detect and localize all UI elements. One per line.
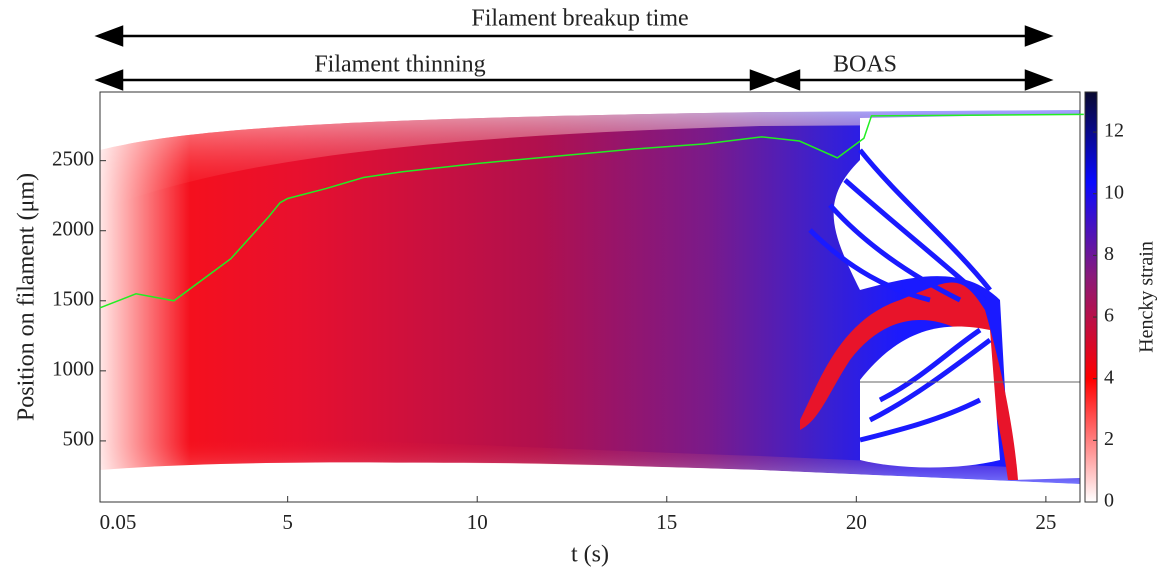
colorbar-tick-label: 6 [1104, 305, 1114, 327]
arrows [94, 25, 1054, 91]
colorbar-tick-label: 8 [1104, 243, 1114, 265]
colorbar-tick-label: 2 [1104, 428, 1114, 450]
colorbar-tick-label: 12 [1104, 120, 1124, 142]
data-line [99, 113, 1084, 309]
colorbar-label: Hencky strain [1136, 241, 1158, 353]
y-tick-label: 2000 [52, 217, 94, 241]
x-tick-label: 20 [846, 510, 867, 534]
x-axis-label: t (s) [571, 542, 609, 568]
y-tick-label: 500 [63, 427, 95, 451]
x-tick-label: 15 [656, 510, 677, 534]
x-tick-label: 5 [282, 510, 293, 534]
x-tick-label: 10 [467, 510, 488, 534]
x-tick-label: 0.05 [100, 510, 137, 534]
colorbar-tick-label: 10 [1104, 181, 1124, 203]
colorbar-tick-label: 0 [1104, 490, 1114, 512]
heatmap [100, 92, 1080, 502]
colorbar [1084, 91, 1098, 503]
y-tick-label: 1000 [52, 357, 94, 381]
plot-frame [99, 91, 1081, 503]
y-tick-label: 2500 [52, 146, 94, 170]
y-axis-label: Position on filament (μm) [14, 173, 40, 421]
colorbar-tick-label: 4 [1104, 366, 1114, 388]
annotation: Filament breakup time [471, 6, 688, 32]
annotation: BOAS [833, 52, 897, 78]
y-tick-label: 1500 [52, 287, 94, 311]
x-tick-label: 25 [1035, 510, 1056, 534]
annotation: Filament thinning [314, 52, 485, 78]
